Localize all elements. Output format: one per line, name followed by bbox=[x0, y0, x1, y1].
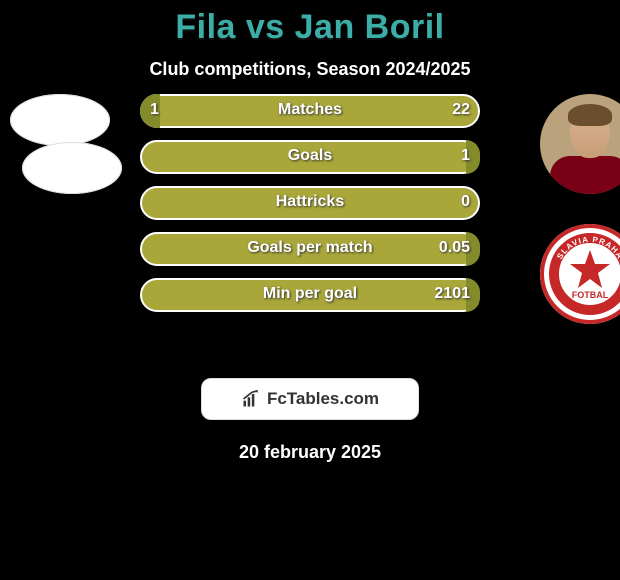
subtitle: Club competitions, Season 2024/2025 bbox=[0, 59, 620, 80]
stat-label: Matches bbox=[140, 101, 480, 119]
player-left-avatar-bottom bbox=[22, 142, 122, 194]
stat-row-goals-per-match: Goals per match0.05 bbox=[140, 232, 480, 266]
stat-label: Hattricks bbox=[140, 193, 480, 211]
player-right-avatar bbox=[540, 94, 620, 194]
fctables-badge[interactable]: FcTables.com bbox=[201, 378, 419, 420]
stat-value-right: 2101 bbox=[434, 285, 470, 303]
stat-label: Goals bbox=[140, 147, 480, 165]
stat-value-right: 0 bbox=[461, 193, 470, 211]
stat-row-goals: Goals1 bbox=[140, 140, 480, 174]
player-left-avatar-top bbox=[10, 94, 110, 146]
badge-text: FcTables.com bbox=[267, 389, 379, 409]
stat-row-min-per-goal: Min per goal2101 bbox=[140, 278, 480, 312]
chart-icon bbox=[241, 389, 261, 409]
stat-label: Min per goal bbox=[140, 285, 480, 303]
stat-row-hattricks: Hattricks0 bbox=[140, 186, 480, 220]
page-title: Fila vs Jan Boril bbox=[0, 8, 620, 47]
date-text: 20 february 2025 bbox=[0, 442, 620, 463]
stat-value-right: 22 bbox=[452, 101, 470, 119]
club-badge-right: SLAVIA PRAHA FOTBAL bbox=[540, 224, 620, 324]
stat-value-right: 0.05 bbox=[439, 239, 470, 257]
club-badge-bottom-text: FOTBAL bbox=[572, 290, 609, 300]
stat-label: Goals per match bbox=[140, 239, 480, 257]
comparison-stage: SLAVIA PRAHA FOTBAL 1Matches22Goals1Hatt… bbox=[0, 94, 620, 354]
stat-value-right: 1 bbox=[461, 147, 470, 165]
stat-row-matches: 1Matches22 bbox=[140, 94, 480, 128]
